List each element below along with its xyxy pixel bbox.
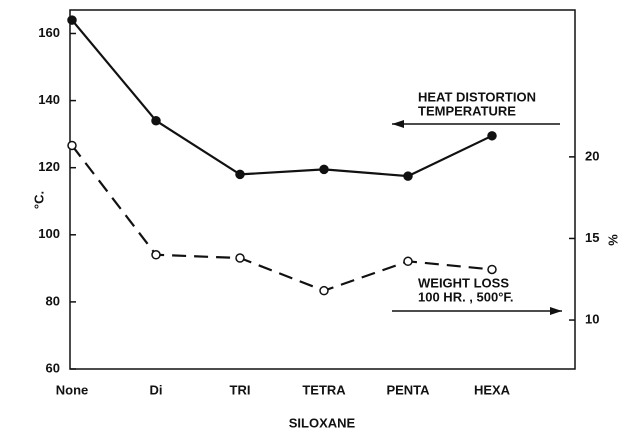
arrow-head	[392, 120, 404, 128]
data-point	[151, 250, 161, 260]
data-point	[151, 115, 161, 126]
y2-tick-label: 20	[585, 148, 599, 163]
annotation-text: HEAT DISTORTION	[418, 89, 536, 104]
plot-frame	[69, 9, 576, 370]
y-tick-label: 100	[38, 226, 60, 241]
x-axis-label: SILOXANE	[289, 415, 356, 430]
x-tick-label: Di	[150, 382, 163, 397]
y-tick-label: 60	[46, 360, 60, 375]
annotation-text: WEIGHT LOSS	[418, 275, 509, 290]
y-tick-label: 140	[38, 92, 60, 107]
y2-tick-label: 15	[585, 230, 599, 245]
annotation-text: 100 HR. , 500°F.	[418, 289, 514, 304]
x-tick-label: PENTA	[386, 382, 430, 397]
data-point	[319, 285, 329, 296]
y-axis-label: °C.	[31, 191, 46, 209]
data-point	[235, 169, 245, 180]
data-point	[319, 164, 329, 175]
data-point	[487, 131, 497, 141]
data-point	[403, 171, 413, 181]
data-point	[235, 253, 245, 263]
data-point	[487, 264, 497, 275]
y-tick-label: 80	[46, 293, 60, 308]
series-line	[71, 144, 493, 292]
x-tick-label: None	[56, 382, 89, 397]
annotation-text: TEMPERATURE	[418, 103, 516, 118]
data-point	[67, 140, 77, 151]
arrow-head	[550, 307, 562, 315]
x-tick-label: TRI	[230, 382, 251, 397]
data-point	[403, 256, 413, 267]
y-tick-label: 160	[38, 25, 60, 40]
x-tick-label: HEXA	[474, 382, 511, 397]
y2-axis-label: %	[606, 234, 621, 246]
x-tick-label: TETRA	[302, 382, 346, 397]
y-tick-label: 120	[38, 159, 60, 174]
data-point	[67, 15, 77, 25]
y2-tick-label: 10	[585, 311, 599, 326]
series-line	[71, 19, 493, 178]
